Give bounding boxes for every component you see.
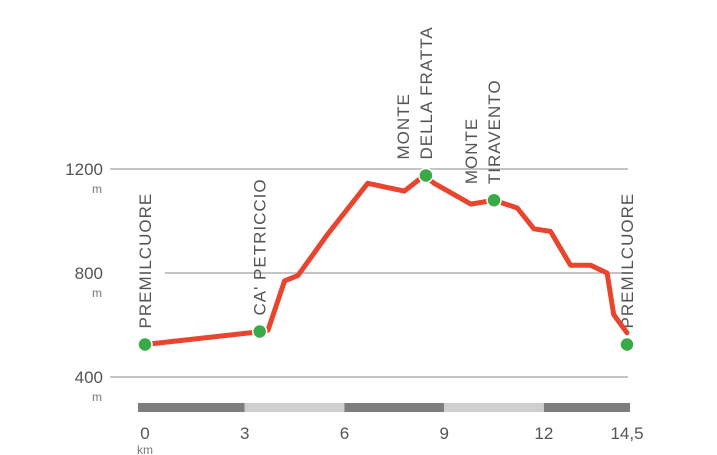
waypoint-marker-layer (137, 167, 635, 353)
distance-bar-segment (138, 403, 245, 412)
y-tick-label-1200: 1200 (65, 160, 103, 179)
tick-label-layer: 400 m 800 m 1200 m 0 3 6 9 12 14,5 km (65, 160, 643, 455)
waypoint-marker-1 (251, 323, 268, 340)
distance-bar-segment (244, 403, 345, 412)
profile-layer (142, 173, 630, 347)
x-tick-label-0: 0 (140, 424, 149, 443)
y-tick-label-400: 400 (75, 368, 103, 387)
distance-scale-bar (138, 403, 630, 412)
waypoint-label-3-0: MONTE (462, 118, 481, 184)
distance-bar-segment (344, 403, 445, 412)
waypoint-marker-0 (137, 336, 153, 353)
x-unit-label: km (137, 443, 153, 455)
x-tick-label-3: 3 (240, 424, 249, 443)
waypoint-label-1-0: CA' PETRICCIO (251, 178, 270, 315)
x-tick-label-14,5: 14,5 (610, 424, 643, 443)
y-unit-label-400: m (92, 390, 102, 404)
waypoint-marker-3 (486, 192, 502, 208)
elevation-series-line (142, 173, 630, 347)
waypoint-label-4-0: PREMILCUORE (618, 193, 637, 329)
waypoint-label-2-1: DELLA FRATTA (417, 26, 436, 159)
waypoint-label-2-0: MONTE (394, 93, 413, 159)
waypoint-label-3-1: TIRAVENTO (485, 79, 504, 184)
x-tick-label-12: 12 (534, 424, 553, 443)
y-unit-label-1200: m (92, 182, 102, 196)
distance-bar-segment (543, 403, 630, 412)
y-tick-label-800: 800 (75, 264, 103, 283)
waypoint-marker-2 (418, 167, 434, 184)
y-unit-label-800: m (92, 286, 102, 300)
waypoint-marker-4 (619, 336, 635, 353)
distance-bar-segment (444, 403, 544, 412)
grid-layer (110, 168, 628, 378)
x-tick-label-6: 6 (340, 424, 349, 443)
waypoint-label-0-0: PREMILCUORE (136, 193, 155, 329)
x-tick-label-9: 9 (439, 424, 448, 443)
